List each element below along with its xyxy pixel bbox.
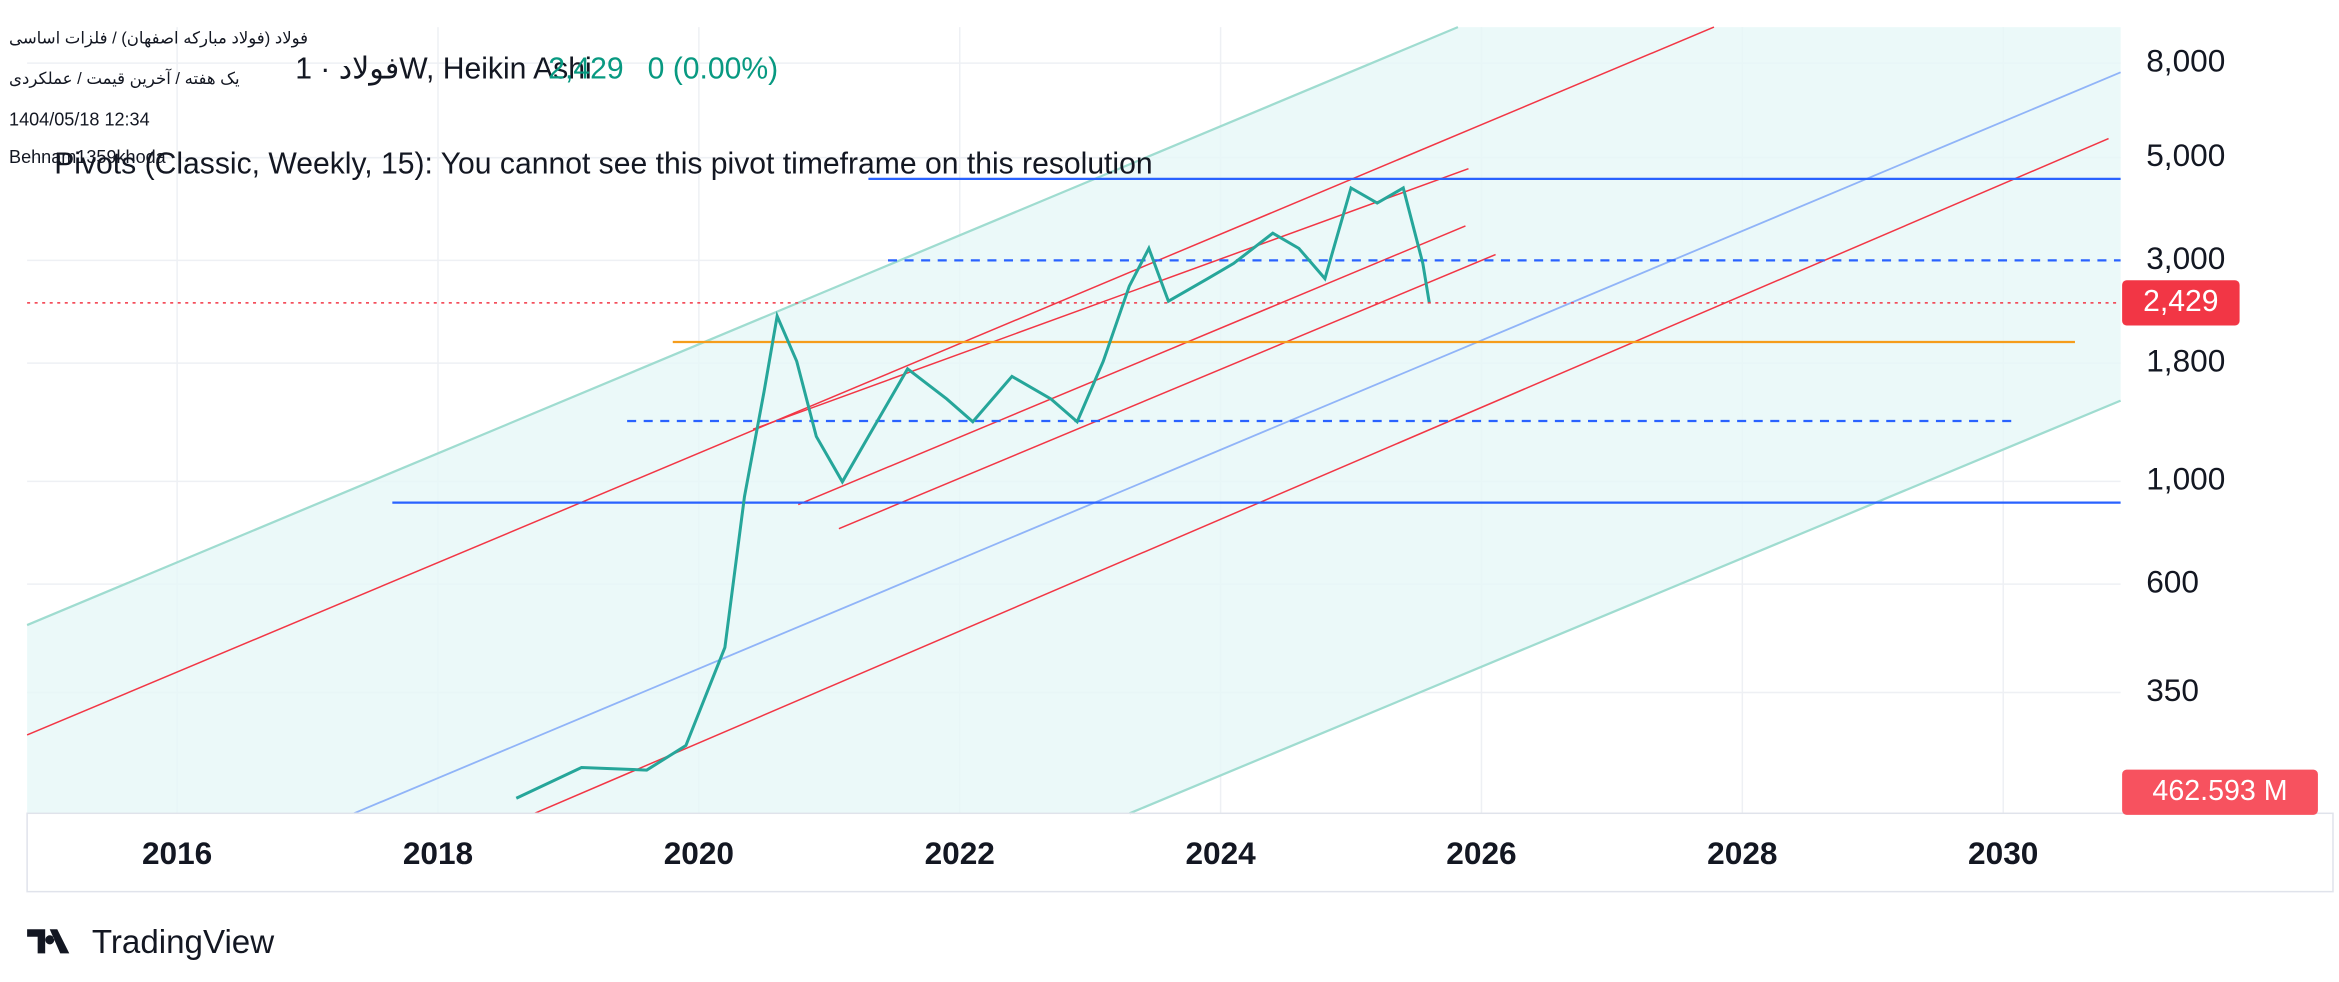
trend-line [26, 26, 1715, 736]
last-price-label: 2,429 [2143, 285, 2218, 318]
x-tick-label: 2018 [403, 835, 473, 871]
x-tick-label: 2030 [1968, 835, 2038, 871]
trend-line [797, 225, 1466, 506]
trend-line [752, 167, 1469, 430]
channel-line [26, 26, 1459, 627]
x-tick-label: 2024 [1185, 835, 1256, 871]
y-tick-label: 1,800 [2146, 343, 2225, 379]
x-tick-label: 2016 [142, 835, 212, 871]
brand: TradingView [92, 924, 274, 961]
volume-badge [2122, 769, 2318, 815]
last-price: 2,429 [548, 53, 623, 86]
y-tick-label: 350 [2146, 672, 2199, 708]
x-tick-label: 2028 [1707, 835, 1777, 871]
logo-mark [27, 929, 70, 954]
price-change: 0 (0.00%) [648, 53, 779, 86]
pivot-message: Pivots (Classic, Weekly, 15): You cannot… [54, 148, 1152, 181]
x-tick-label: 2022 [925, 835, 995, 871]
author: Behnam1359khoda [9, 147, 167, 167]
volume-label: 462.593 M [2152, 775, 2287, 807]
x-tick-label: 2020 [664, 835, 734, 871]
y-tick-label: 8,000 [2146, 43, 2225, 79]
y-tick-label: 1,000 [2146, 461, 2225, 497]
x-tick-label: 2026 [1446, 835, 1516, 871]
settings-line: یک هفته / آخرین قیمت / عملکردی [9, 68, 240, 88]
logo: TradingView [27, 924, 274, 961]
y-tick-label: 3,000 [2146, 240, 2225, 276]
trend-line [353, 71, 2121, 815]
symbol-line: فولاد (فولاد مبارکه اصفهان) / فلزات اساس… [9, 29, 308, 49]
y-tick-label: 5,000 [2146, 137, 2225, 173]
last-price-badge [2122, 280, 2240, 326]
datetime: 1404/05/18 12:34 [9, 109, 150, 129]
trend-line [838, 253, 1496, 530]
price-line [515, 185, 1431, 800]
time-axis [26, 812, 2334, 893]
trend-line [534, 137, 2109, 815]
channel-line [1129, 399, 2122, 815]
chart-title: فولاد · 1W, Heikin Ashi [295, 53, 591, 86]
y-tick-label: 600 [2146, 563, 2199, 599]
